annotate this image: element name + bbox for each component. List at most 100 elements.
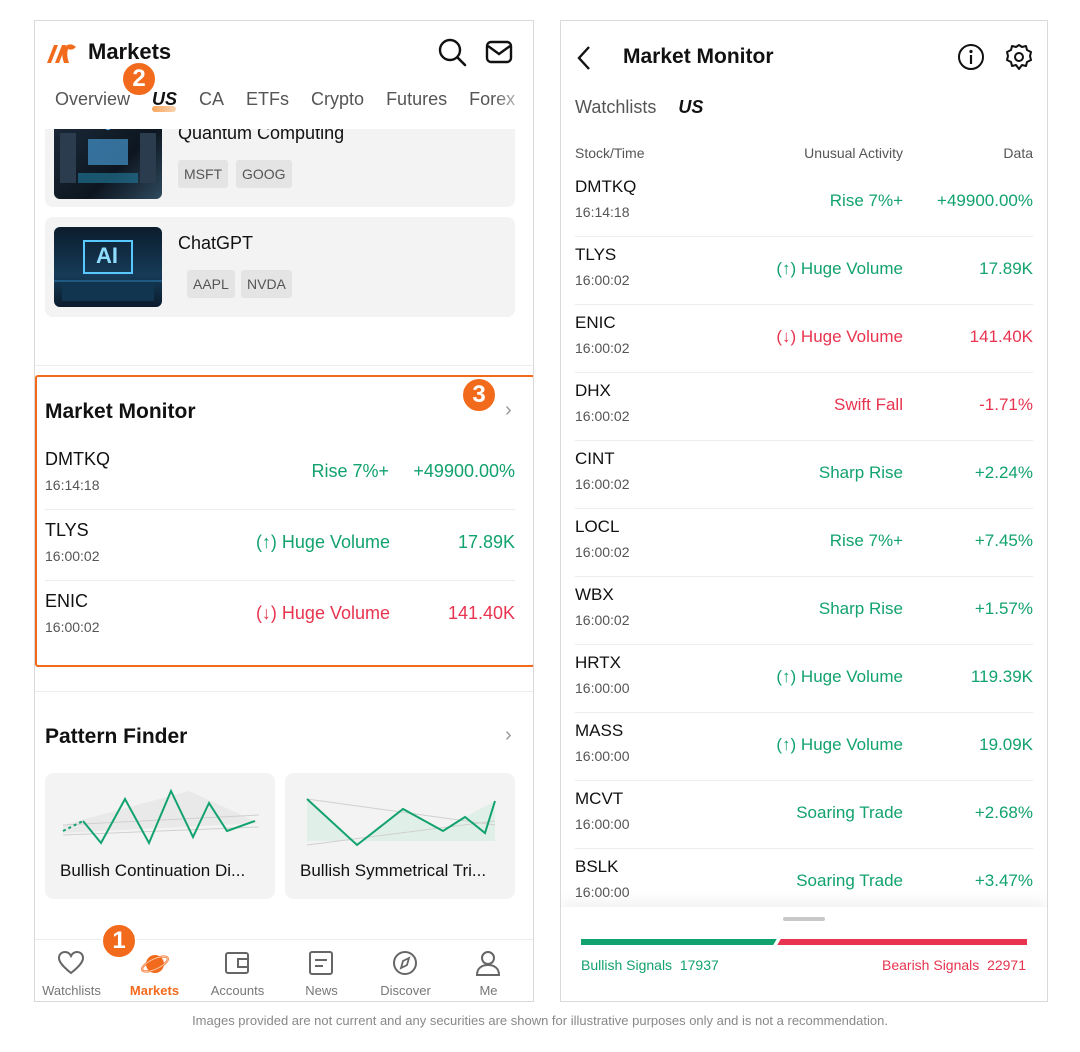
row-symbol: BSLK — [575, 857, 619, 876]
nav-news[interactable]: News — [280, 940, 363, 1001]
row-value: +49900.00% — [413, 461, 515, 481]
row-activity: (↑) Huge Volume — [776, 735, 903, 754]
row-activity: Swift Fall — [834, 395, 903, 414]
nav-markets[interactable]: Markets — [113, 940, 196, 1001]
row-activity: Rise 7%+ — [829, 531, 903, 550]
pattern-chart-icon — [306, 798, 496, 847]
table-row[interactable]: DHX 16:00:02 Swift Fall -1.71% — [575, 373, 1033, 441]
nav-me[interactable]: Me — [447, 940, 530, 1001]
row-time: 16:00:02 — [575, 340, 630, 356]
search-icon[interactable] — [437, 37, 467, 67]
monitor-tabs: Watchlists US — [575, 97, 704, 119]
row-symbol: MASS — [575, 721, 624, 740]
bearish-count: 22971 — [987, 957, 1026, 973]
tab-crypto[interactable]: Crypto — [311, 89, 365, 109]
back-arrow-icon[interactable] — [575, 45, 593, 71]
theme-card-quantum[interactable]: Quantum Computing MSFT GOOG — [45, 117, 515, 207]
divider — [45, 580, 515, 581]
info-icon[interactable] — [957, 43, 985, 71]
ticker-chip[interactable]: GOOG — [236, 160, 292, 188]
market-monitor-title: Market Monitor — [45, 400, 196, 423]
news-icon — [309, 951, 333, 975]
table-row[interactable]: HRTX 16:00:00 (↑) Huge Volume 119.39K — [575, 645, 1033, 713]
tab-etfs[interactable]: ETFs — [246, 89, 290, 109]
tab-label: US — [152, 89, 178, 109]
tab-overview[interactable]: Overview — [55, 89, 131, 109]
nav-accounts[interactable]: Accounts — [196, 940, 279, 1001]
ticker-chip[interactable]: MSFT — [178, 160, 229, 188]
divider — [575, 780, 1033, 781]
table-row[interactable]: MASS 16:00:00 (↑) Huge Volume 19.09K — [575, 713, 1033, 781]
chevron-right-icon[interactable]: › — [505, 724, 512, 746]
table-row[interactable]: TLYS 16:00:02 (↑) Huge Volume 17.89K — [575, 237, 1033, 305]
row-activity: (↑) Huge Volume — [776, 259, 903, 278]
divider — [575, 440, 1033, 441]
row-activity: Soaring Trade — [796, 871, 903, 890]
nav-watchlists[interactable]: Watchlists — [35, 940, 113, 1001]
chevron-right-icon[interactable]: › — [505, 399, 512, 421]
gear-icon[interactable] — [1005, 43, 1033, 71]
signals-panel[interactable]: Bullish Signals 17937 Bearish Signals 22… — [561, 907, 1047, 1001]
tab-label: US — [678, 97, 704, 117]
row-value: 17.89K — [979, 259, 1033, 278]
table-row[interactable]: LOCL 16:00:02 Rise 7%+ +7.45% — [575, 509, 1033, 577]
tab-us[interactable]: US — [152, 89, 178, 112]
divider — [35, 365, 533, 366]
theme-card-title: ChatGPT — [178, 233, 254, 253]
row-value: +49900.00% — [937, 191, 1033, 210]
monitor-row[interactable]: TLYS 16:00:02 (↑) Huge Volume 17.89K — [45, 510, 515, 581]
pattern-card[interactable]: Bullish Continuation Di... — [45, 773, 275, 899]
row-symbol: LOCL — [575, 517, 620, 536]
markets-header: Markets Overview US CA ETFs Crypto Futur… — [35, 21, 533, 129]
theme-card-image: AI — [54, 227, 162, 307]
row-activity: (↑) Huge Volume — [776, 667, 903, 686]
market-monitor-screen: Market Monitor Watchlists US Stock/Time U… — [560, 20, 1048, 1002]
row-time: 16:00:02 — [575, 272, 630, 288]
monitor-row[interactable]: ENIC 16:00:02 (↓) Huge Volume 141.40K — [45, 581, 515, 652]
table-row[interactable]: ENIC 16:00:02 (↓) Huge Volume 141.40K — [575, 305, 1033, 373]
table-row[interactable]: WBX 16:00:02 Sharp Rise +1.57% — [575, 577, 1033, 645]
row-activity: Sharp Rise — [818, 463, 903, 482]
step-badge-2: 2 — [121, 61, 157, 97]
tab-us[interactable]: US — [678, 97, 704, 119]
nav-label: Me — [479, 983, 498, 998]
table-row[interactable]: MCVT 16:00:00 Soaring Trade +2.68% — [575, 781, 1033, 849]
drag-handle[interactable] — [783, 917, 825, 921]
pattern-chart-icon — [62, 788, 259, 846]
column-header-data: Data — [1003, 145, 1033, 161]
tab-futures[interactable]: Futures — [386, 89, 448, 109]
nav-label: Watchlists — [42, 983, 101, 998]
row-value: 19.09K — [979, 735, 1033, 754]
table-row[interactable]: CINT 16:00:02 Sharp Rise +2.24% — [575, 441, 1033, 509]
pattern-card[interactable]: Bullish Symmetrical Tri... — [285, 773, 515, 899]
theme-card-chatgpt[interactable]: AI ChatGPT AAPL NVDA — [45, 217, 515, 317]
row-symbol: DMTKQ — [45, 449, 110, 469]
row-time: 16:00:00 — [575, 816, 630, 832]
divider — [575, 236, 1033, 237]
row-activity: (↑) Huge Volume — [255, 532, 390, 552]
row-value: 141.40K — [447, 603, 515, 623]
divider — [575, 848, 1033, 849]
markets-screen: Quantum Computing MSFT GOOG AI ChatGPT A… — [34, 20, 534, 1002]
pattern-label: Bullish Continuation Di... — [60, 861, 246, 880]
step-badge-3: 3 — [461, 377, 497, 413]
ticker-chip[interactable]: NVDA — [241, 270, 292, 298]
mail-icon[interactable] — [485, 39, 513, 65]
divider — [575, 576, 1033, 577]
nav-label: Discover — [380, 983, 431, 998]
divider — [575, 712, 1033, 713]
row-activity: (↓) Huge Volume — [255, 603, 390, 623]
ticker-chip[interactable]: AAPL — [187, 270, 235, 298]
nav-label: Accounts — [210, 983, 265, 998]
table-row[interactable]: DMTKQ 16:14:18 Rise 7%+ +49900.00% — [575, 169, 1033, 237]
row-value: +2.24% — [974, 463, 1033, 482]
nav-discover[interactable]: Discover — [364, 940, 447, 1001]
monitor-row[interactable]: DMTKQ 16:14:18 Rise 7%+ +49900.00% — [45, 439, 515, 510]
table-row[interactable]: BSLK 16:00:00 Soaring Trade +3.47% — [575, 849, 1033, 917]
wallet-icon — [225, 952, 249, 974]
market-monitor-highlight[interactable] — [35, 375, 533, 667]
tab-ca[interactable]: CA — [199, 89, 225, 109]
tab-watchlists[interactable]: Watchlists — [575, 97, 657, 117]
row-symbol: ENIC — [575, 313, 616, 332]
nav-label: News — [305, 983, 338, 998]
